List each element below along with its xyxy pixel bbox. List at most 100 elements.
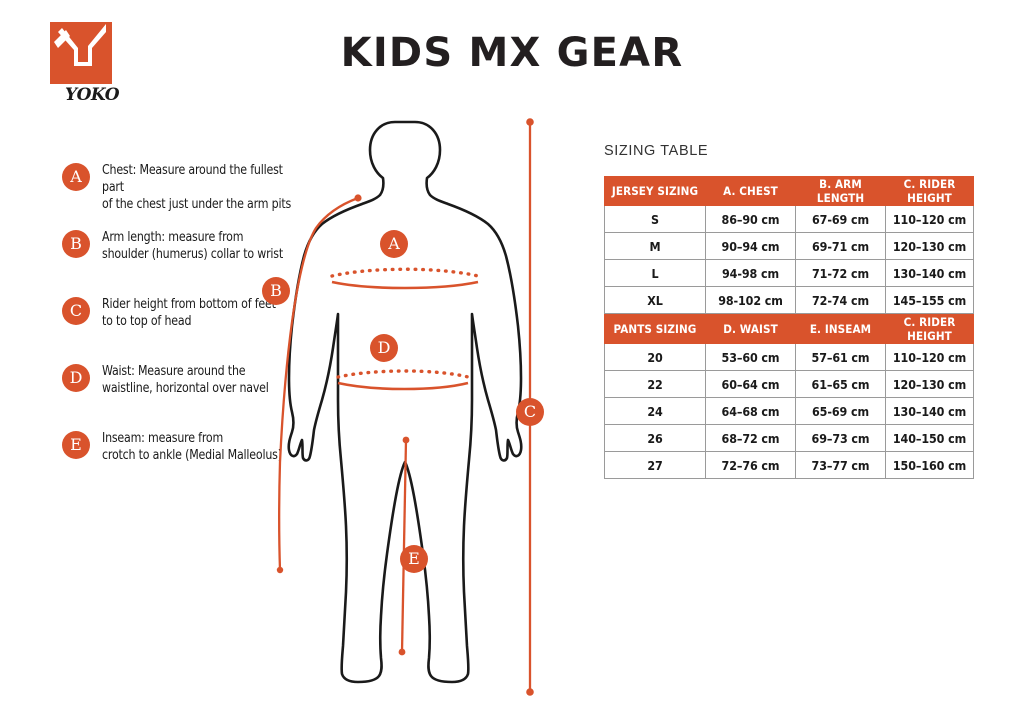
jersey-cell-chest: 98-102 cm	[705, 286, 796, 314]
inseam-bottom-dot	[398, 648, 406, 656]
table-row: M 90–94 cm 69-71 cm 120–130 cm	[604, 232, 974, 260]
pants-cell-height: 110–120 cm	[885, 343, 974, 371]
legend-badge-e: E	[62, 431, 90, 459]
jersey-cell-size: S	[604, 205, 706, 233]
jersey-cell-height: 110–120 cm	[885, 205, 974, 233]
jersey-cell-arm: 71-72 cm	[795, 259, 886, 287]
legend-badge-d: D	[62, 364, 90, 392]
table-row: 20 53–60 cm 57–61 cm 110–120 cm	[604, 343, 974, 371]
pants-cell-waist: 53–60 cm	[705, 343, 796, 371]
brand-logo: YOKO	[44, 22, 130, 108]
table-row: 26 68–72 cm 69–73 cm 140–150 cm	[604, 424, 974, 452]
measurement-legend: A Chest: Measure around the fullest part…	[62, 162, 312, 497]
yoko-logo-mark-icon	[50, 22, 112, 84]
pants-cell-waist: 60–64 cm	[705, 370, 796, 398]
inseam-measure-line	[400, 439, 408, 653]
sizing-table-section: SIZING TABLE JERSEY SIZING A. CHEST B. A…	[604, 143, 976, 479]
chest-marker: A	[380, 230, 408, 258]
pants-cell-height: 130–140 cm	[885, 397, 974, 425]
page-title: KIDS MX GEAR	[340, 30, 684, 76]
chest-measure-line	[331, 280, 479, 290]
table-row: S 86–90 cm 67-69 cm 110–120 cm	[604, 205, 974, 233]
jersey-header-chest: A. CHEST	[705, 176, 796, 206]
pants-cell-inseam: 73–77 cm	[795, 451, 886, 479]
legend-text-e: Inseam: measure from crotch to ankle (Me…	[102, 431, 282, 463]
table-row: XL 98-102 cm 72-74 cm 145–155 cm	[604, 286, 974, 314]
pants-header-waist: D. WAIST	[705, 314, 796, 344]
waist-marker: D	[370, 334, 398, 362]
sizing-table-caption: SIZING TABLE	[604, 143, 709, 159]
jersey-header-arm-length: B. ARM LENGTH	[795, 176, 886, 206]
pants-cell-size: 24	[604, 397, 706, 425]
jersey-cell-arm: 67-69 cm	[795, 205, 886, 233]
jersey-cell-height: 120–130 cm	[885, 232, 974, 260]
jersey-header-size: JERSEY SIZING	[604, 176, 706, 206]
legend-item-b: B Arm length: measure from shoulder (hum…	[62, 229, 312, 285]
legend-text-c: Rider height from bottom of feet to to t…	[102, 297, 276, 329]
legend-badge-b: B	[62, 230, 90, 258]
pants-cell-size: 20	[604, 343, 706, 371]
inseam-marker: E	[400, 545, 428, 573]
pants-cell-height: 140–150 cm	[885, 424, 974, 452]
arm-length-start-dot	[354, 194, 362, 202]
pants-cell-inseam: 61–65 cm	[795, 370, 886, 398]
pants-sizing-table: PANTS SIZING D. WAIST E. INSEAM C. RIDER…	[604, 314, 974, 479]
body-measurement-diagram: A B C D E	[250, 100, 580, 710]
arm-length-end-dot	[276, 566, 284, 574]
chest-dotted-arc	[330, 267, 480, 278]
waist-dotted-arc	[336, 369, 470, 379]
legend-text-a: Chest: Measure around the fullest part o…	[102, 163, 292, 212]
table-row: 27 72–76 cm 73–77 cm 150–160 cm	[604, 451, 974, 479]
legend-item-d: D Waist: Measure around the waistline, h…	[62, 363, 312, 419]
jersey-cell-height: 145–155 cm	[885, 286, 974, 314]
table-row: 24 64–68 cm 65-69 cm 130–140 cm	[604, 397, 974, 425]
jersey-cell-size: M	[604, 232, 706, 260]
jersey-cell-size: XL	[604, 286, 706, 314]
arm-length-marker: B	[262, 277, 290, 305]
legend-text-b: Arm length: measure from shoulder (humer…	[102, 230, 284, 262]
pants-cell-waist: 72–76 cm	[705, 451, 796, 479]
jersey-header-rider-height: C. RIDER HEIGHT	[885, 176, 974, 206]
legend-text-d: Waist: Measure around the waistline, hor…	[102, 364, 269, 396]
legend-badge-c: C	[62, 297, 90, 325]
jersey-cell-arm: 72-74 cm	[795, 286, 886, 314]
legend-item-a: A Chest: Measure around the fullest part…	[62, 162, 312, 218]
waist-marker-label: D	[370, 334, 398, 362]
legend-item-c: C Rider height from bottom of feet to to…	[62, 296, 312, 352]
pants-cell-inseam: 57–61 cm	[795, 343, 886, 371]
jersey-cell-height: 130–140 cm	[885, 259, 974, 287]
arm-length-measure-line	[278, 196, 360, 572]
brand-wordmark: YOKO	[64, 85, 120, 105]
jersey-cell-chest: 90–94 cm	[705, 232, 796, 260]
pants-cell-height: 150–160 cm	[885, 451, 974, 479]
rider-height-marker: C	[516, 398, 544, 426]
rider-height-bottom-dot	[526, 688, 534, 696]
pants-cell-height: 120–130 cm	[885, 370, 974, 398]
arm-length-marker-label: B	[262, 277, 290, 305]
jersey-cell-size: L	[604, 259, 706, 287]
pants-cell-size: 22	[604, 370, 706, 398]
waist-measure-line	[337, 381, 469, 391]
pants-cell-size: 27	[604, 451, 706, 479]
rider-height-top-dot	[526, 118, 534, 126]
jersey-table-header-row: JERSEY SIZING A. CHEST B. ARM LENGTH C. …	[604, 176, 974, 206]
legend-item-e: E Inseam: measure from crotch to ankle (…	[62, 430, 312, 486]
pants-cell-inseam: 69–73 cm	[795, 424, 886, 452]
pants-cell-waist: 68–72 cm	[705, 424, 796, 452]
table-row: 22 60–64 cm 61–65 cm 120–130 cm	[604, 370, 974, 398]
legend-badge-a: A	[62, 163, 90, 191]
inseam-marker-label: E	[400, 545, 428, 573]
table-row: L 94-98 cm 71-72 cm 130–140 cm	[604, 259, 974, 287]
pants-header-inseam: E. INSEAM	[795, 314, 886, 344]
jersey-cell-chest: 86–90 cm	[705, 205, 796, 233]
pants-table-header-row: PANTS SIZING D. WAIST E. INSEAM C. RIDER…	[604, 314, 974, 344]
pants-cell-inseam: 65-69 cm	[795, 397, 886, 425]
rider-height-marker-label: C	[516, 398, 544, 426]
pants-header-rider-height: C. RIDER HEIGHT	[885, 314, 974, 344]
jersey-sizing-table: JERSEY SIZING A. CHEST B. ARM LENGTH C. …	[604, 176, 974, 314]
jersey-cell-arm: 69-71 cm	[795, 232, 886, 260]
pants-cell-size: 26	[604, 424, 706, 452]
jersey-cell-chest: 94-98 cm	[705, 259, 796, 287]
pants-header-size: PANTS SIZING	[604, 314, 706, 344]
chest-marker-label: A	[380, 230, 408, 258]
